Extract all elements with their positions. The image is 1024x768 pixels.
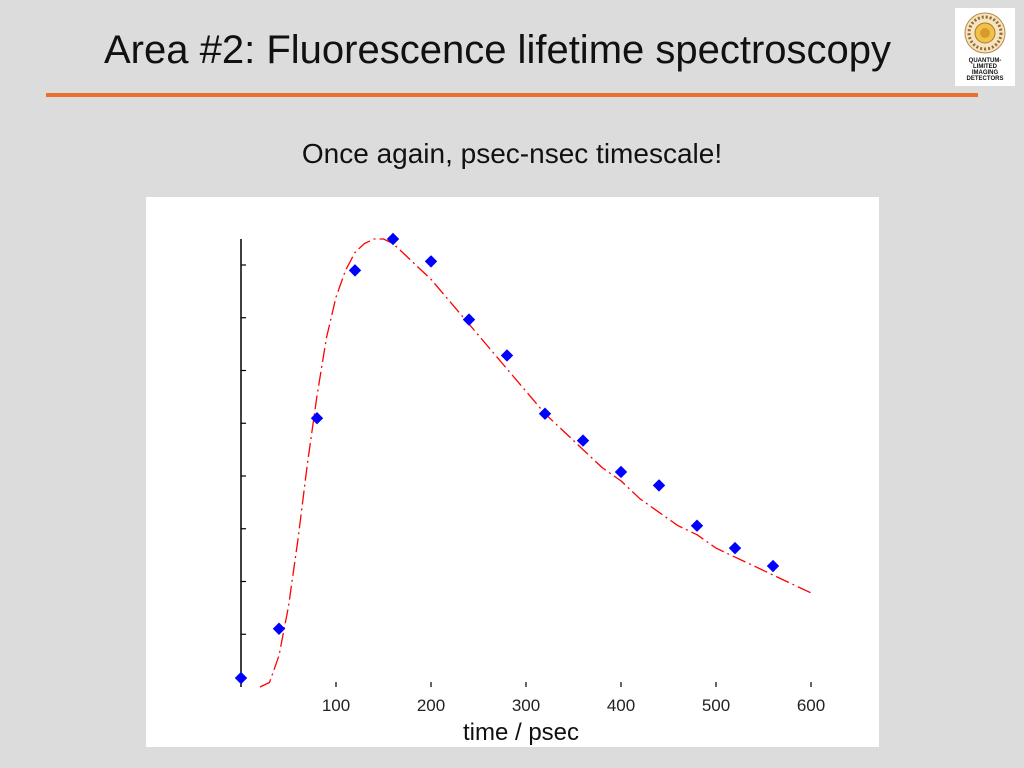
- logo-line: QUANTUM-: [968, 58, 1002, 64]
- data-point: [538, 407, 552, 420]
- data-point: [500, 349, 514, 362]
- x-tick-label: 400: [607, 696, 635, 715]
- title-divider: [46, 93, 978, 97]
- x-axis-label: time / psec: [463, 719, 579, 746]
- fit-curve-layer: [259, 238, 812, 688]
- fit-curve: [259, 238, 812, 688]
- logo-line: IMAGING: [971, 70, 999, 76]
- x-tick-label: 200: [417, 696, 445, 715]
- data-point: [348, 264, 362, 277]
- data-points-layer: [234, 232, 780, 685]
- data-point: [614, 465, 628, 479]
- chart-frame: 100 200 300 400 500 600 time / psec: [146, 197, 879, 747]
- x-tick-label: 300: [512, 696, 540, 715]
- logo: QUANTUM- LIMITED IMAGING DETECTORS: [955, 8, 1015, 86]
- data-point: [462, 313, 476, 326]
- data-point: [310, 411, 324, 425]
- logo-line: LIMITED: [973, 64, 997, 70]
- data-point: [652, 479, 666, 492]
- x-tick-label: 600: [797, 696, 825, 715]
- x-tick-label: 500: [702, 696, 730, 715]
- slide-title: Area #2: Fluorescence lifetime spectrosc…: [104, 28, 892, 72]
- data-point: [272, 622, 286, 635]
- chart-axes: [240, 239, 812, 687]
- slide-subtitle: Once again, psec-nsec timescale!: [301, 138, 723, 169]
- data-point: [728, 541, 742, 555]
- logo-text: QUANTUM- LIMITED IMAGING DETECTORS: [955, 58, 1015, 82]
- data-point: [576, 434, 590, 447]
- data-point: [766, 559, 780, 573]
- tick-labels-layer: 100 200 300 400 500 600: [322, 696, 825, 715]
- data-point: [234, 671, 248, 685]
- data-point: [424, 255, 438, 268]
- data-point: [386, 232, 400, 246]
- chart: 100 200 300 400 500 600 time / psec: [234, 232, 825, 746]
- logo-line: DETECTORS: [966, 76, 1004, 82]
- x-tick-label: 100: [322, 696, 350, 715]
- data-point: [690, 519, 704, 532]
- sunburst-icon: [964, 12, 1006, 54]
